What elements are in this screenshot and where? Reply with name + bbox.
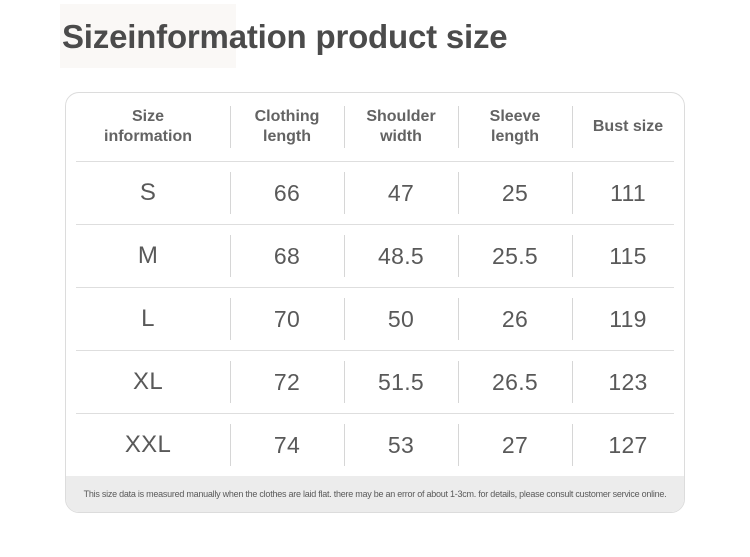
measurement-disclaimer-text: This size data is measured manually when… (83, 489, 667, 499)
shoulder-width-cell: 51.5 (344, 351, 458, 413)
shoulder-width-cell: 48.5 (344, 225, 458, 287)
bust-size-cell: 111 (572, 162, 684, 224)
header-clothing-length: Clothing length (230, 93, 344, 161)
clothing-length-cell: 74 (230, 414, 344, 476)
bust-size-cell: 119 (572, 288, 684, 350)
clothing-length-cell: 70 (230, 288, 344, 350)
size-cell: XXL (124, 431, 172, 458)
header-label: Sleeve length (489, 108, 541, 145)
sleeve-length-cell: 27 (458, 414, 572, 476)
header-sleeve-length: Sleeve length (458, 93, 572, 161)
sleeve-length-cell: 25.5 (458, 225, 572, 287)
header-bust-size: Bust size (572, 93, 684, 161)
shoulder-width-cell: 47 (344, 162, 458, 224)
table-row-xl: XL 72 51.5 26.5 123 (66, 351, 684, 413)
bust-size-cell: 115 (572, 225, 684, 287)
table-row-s: S 66 47 25 111 (66, 162, 684, 224)
sleeve-length-cell: 25 (458, 162, 572, 224)
size-table-card: Size information Clothing length Shoulde… (65, 92, 685, 513)
page-title: Sizeinformation product size (62, 18, 508, 55)
sleeve-length-cell: 26 (458, 288, 572, 350)
size-cell: S (139, 179, 157, 206)
bust-size-cell: 127 (572, 414, 684, 476)
header-size-information: Size information (66, 93, 230, 161)
size-cell: M (137, 242, 159, 269)
header-label: Size information (104, 108, 192, 145)
shoulder-width-cell: 53 (344, 414, 458, 476)
size-cell: L (141, 305, 155, 332)
title-highlight-box (60, 4, 236, 68)
shoulder-width-cell: 50 (344, 288, 458, 350)
table-footnote-bar: This size data is measured manually when… (66, 476, 684, 512)
sleeve-length-cell: 26.5 (458, 351, 572, 413)
table-row-m: M 68 48.5 25.5 115 (66, 225, 684, 287)
page-title-section: Sizeinformation product size (60, 4, 508, 70)
bust-size-cell: 123 (572, 351, 684, 413)
header-label: Bust size (592, 118, 664, 135)
size-table-header-row: Size information Clothing length Shoulde… (66, 93, 684, 161)
clothing-length-cell: 68 (230, 225, 344, 287)
header-shoulder-width: Shoulder width (344, 93, 458, 161)
table-row-xxl: XXL 74 53 27 127 (66, 414, 684, 476)
table-row-l: L 70 50 26 119 (66, 288, 684, 350)
header-label: Shoulder width (366, 108, 436, 145)
header-label: Clothing length (254, 108, 320, 145)
clothing-length-cell: 72 (230, 351, 344, 413)
clothing-length-cell: 66 (230, 162, 344, 224)
size-cell: XL (133, 368, 163, 395)
